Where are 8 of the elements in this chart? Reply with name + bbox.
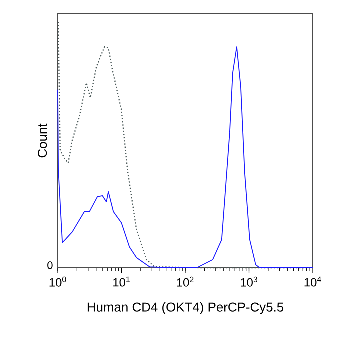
text: 0 <box>48 262 53 270</box>
x-tick-label: 10$^{0}$ <box>50 276 66 287</box>
x-axis-title: Human CD4 (OKT4) PerCP-Cy5.5 <box>88 302 284 314</box>
x-tick-label: 10$^{2}$ <box>177 276 194 287</box>
x-tick-label: 10$^{1}$ <box>114 276 130 287</box>
y-axis-title: Count <box>38 124 48 158</box>
x-tick-label: 10$^{4}$ <box>304 276 322 287</box>
x-tick-label: 10$^{3}$ <box>241 276 258 287</box>
